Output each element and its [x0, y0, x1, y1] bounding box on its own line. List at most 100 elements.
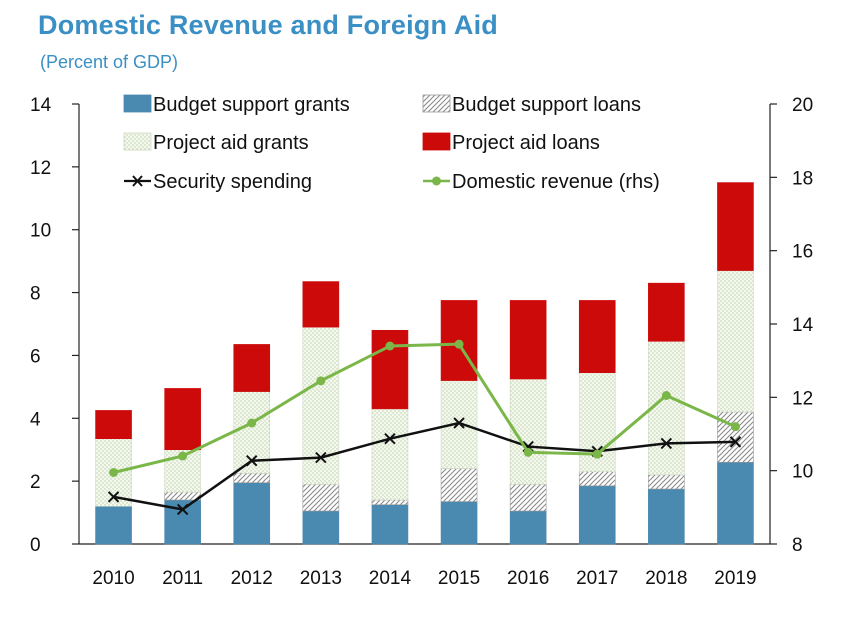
- legend-swatch: [422, 94, 451, 113]
- point-domestic-revenue: [247, 418, 257, 428]
- bar-project-aid-grants: [371, 408, 409, 501]
- legend-item: Budget support loans: [422, 94, 641, 116]
- lines-layer: [107, 339, 742, 516]
- legend-label: Security spending: [153, 171, 312, 193]
- chart-subtitle: (Percent of GDP): [40, 52, 179, 72]
- x-tick-label: 2014: [369, 568, 412, 589]
- y-tick-label: 4: [30, 409, 41, 430]
- y-tick-label: 14: [30, 95, 52, 116]
- bar-project-aid-loans: [302, 281, 340, 328]
- x-tick-label: 2013: [300, 568, 342, 589]
- bar-budget-support-grants: [648, 488, 685, 545]
- point-domestic-revenue: [454, 339, 464, 349]
- bar-project-aid-loans: [717, 182, 754, 271]
- legend: Budget support grants Budget support loan…: [123, 94, 660, 193]
- bar-project-aid-loans: [509, 300, 547, 380]
- point-security-spending: [246, 455, 258, 467]
- bar-budget-support-grants: [440, 501, 478, 545]
- bar-project-aid-grants: [440, 380, 478, 469]
- axes-layer: 0 2 4 6 8 10 12 14 8 10 12 14 16 18 20 2010 2011 2012 2013…: [30, 95, 814, 589]
- y2-tick-label: 8: [792, 535, 803, 556]
- y2-tick-label: 10: [792, 462, 813, 483]
- legend-swatch: [422, 132, 451, 151]
- point-domestic-revenue: [178, 451, 188, 461]
- legend-swatch-marker: [132, 175, 143, 187]
- point-domestic-revenue: [316, 376, 326, 386]
- chart-title: Domestic Revenue and Foreign Aid: [38, 10, 498, 40]
- point-domestic-revenue: [385, 341, 395, 351]
- point-security-spending: [176, 503, 189, 516]
- bar-project-aid-grants: [717, 270, 754, 413]
- legend-item: Project aid loans: [422, 132, 600, 154]
- bar-budget-support-loans: [648, 474, 685, 490]
- legend-label: Project aid grants: [153, 132, 309, 154]
- x-tick-label: 2019: [714, 568, 756, 589]
- legend-item: Domestic revenue (rhs): [423, 171, 660, 193]
- y-tick-label: 10: [30, 221, 51, 242]
- x-tick-label: 2012: [231, 568, 273, 589]
- point-security-spending: [660, 437, 673, 450]
- bar-budget-support-grants: [302, 510, 340, 545]
- legend-label: Domestic revenue (rhs): [452, 171, 660, 193]
- legend-item: Project aid grants: [123, 132, 309, 154]
- bar-project-aid-grants: [302, 326, 340, 485]
- y-tick-label: 12: [30, 158, 51, 179]
- y-tick-label: 6: [30, 346, 41, 367]
- y2-tick-label: 20: [792, 95, 813, 116]
- bar-project-aid-loans: [648, 282, 685, 342]
- y-tick-label: 8: [30, 284, 41, 305]
- legend-label: Budget support grants: [153, 94, 350, 116]
- bar-budget-support-loans: [371, 499, 409, 506]
- bar-budget-support-grants: [371, 504, 409, 545]
- bar-project-aid-loans: [164, 388, 201, 451]
- legend-label: Project aid loans: [452, 132, 600, 154]
- point-security-spending: [453, 417, 465, 429]
- line-domestic-revenue: [113, 342, 737, 474]
- legend-item: Budget support grants: [123, 94, 350, 116]
- point-security-spending: [384, 433, 396, 445]
- bar-budget-support-grants: [578, 485, 616, 545]
- bar-budget-support-grants: [717, 461, 754, 545]
- bar-project-aid-grants: [648, 340, 685, 476]
- bar-budget-support-grants: [233, 482, 271, 545]
- x-tick-label: 2010: [92, 568, 134, 589]
- bar-budget-support-loans: [509, 483, 547, 512]
- y2-tick-label: 12: [792, 388, 813, 409]
- bar-budget-support-grants: [509, 510, 547, 545]
- y2-tick-label: 18: [792, 168, 813, 189]
- y2-tick-label: 14: [792, 315, 814, 336]
- y2-tick-label: 16: [792, 242, 813, 263]
- legend-label: Budget support loans: [452, 94, 641, 116]
- bar-budget-support-loans: [578, 471, 616, 487]
- point-domestic-revenue: [730, 422, 740, 432]
- x-tick-label: 2017: [576, 568, 618, 589]
- bar-budget-support-grants: [95, 505, 132, 545]
- legend-item: Security spending: [124, 171, 312, 193]
- y-tick-label: 0: [30, 535, 41, 556]
- bar-budget-support-loans: [302, 483, 340, 512]
- y-tick-label: 2: [30, 472, 41, 493]
- point-domestic-revenue: [109, 468, 119, 477]
- point-domestic-revenue: [661, 391, 671, 400]
- point-security-spending: [107, 491, 120, 503]
- line-security-spending: [113, 421, 736, 511]
- bar-budget-support-loans: [440, 468, 478, 502]
- bar-budget-support-loans: [164, 491, 201, 501]
- bar-project-aid-loans: [233, 344, 271, 392]
- bar-budget-support-loans: [233, 472, 271, 484]
- legend-swatch-marker: [432, 176, 441, 186]
- point-domestic-revenue: [523, 447, 533, 457]
- bars-layer: [95, 182, 754, 545]
- point-security-spending: [315, 451, 327, 464]
- legend-swatch: [123, 132, 152, 151]
- point-security-spending: [729, 436, 742, 448]
- bar-project-aid-loans: [95, 410, 132, 440]
- x-tick-label: 2015: [438, 568, 480, 589]
- legend-swatch: [123, 94, 152, 113]
- x-tick-label: 2018: [645, 568, 687, 589]
- x-tick-label: 2011: [162, 568, 203, 589]
- point-domestic-revenue: [592, 449, 602, 459]
- x-tick-label: 2016: [507, 568, 549, 589]
- bar-project-aid-loans: [578, 300, 616, 374]
